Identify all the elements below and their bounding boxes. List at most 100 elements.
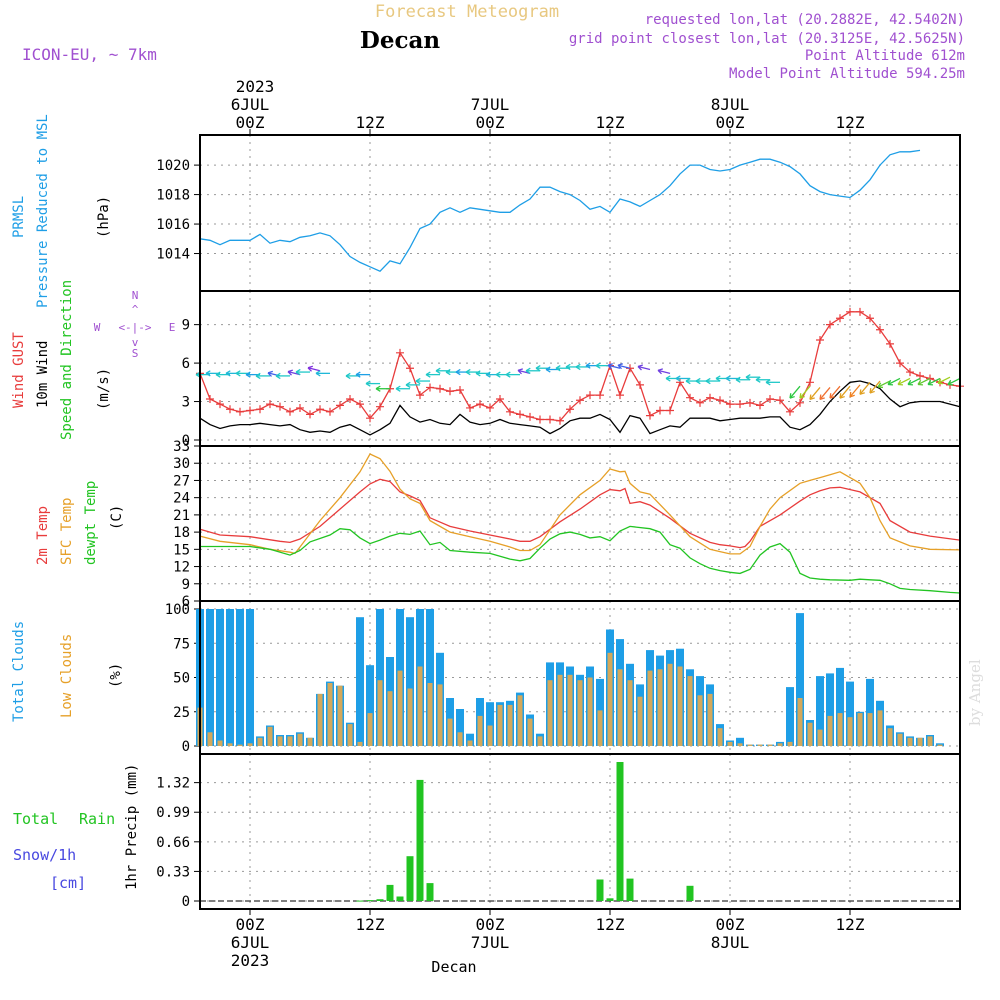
wind-arrow-head xyxy=(375,385,381,392)
pressure-ytick-label: 1014 xyxy=(156,247,190,263)
total-cloud-bar xyxy=(226,609,234,746)
wind-arrow-head xyxy=(849,391,855,398)
wind-arrow-head xyxy=(205,370,211,377)
low-cloud-bar xyxy=(567,674,573,746)
wind-gust-marker xyxy=(336,401,344,410)
total-cloud-bar xyxy=(866,678,874,746)
wind-arrow-head xyxy=(607,363,613,370)
low-cloud-bar xyxy=(777,743,783,746)
temperature-series-dewpt-temp xyxy=(200,525,961,594)
low-cloud-bar xyxy=(747,744,753,746)
wind-gust-marker xyxy=(716,396,724,405)
wind-arrow-head xyxy=(907,379,914,386)
compass-rose: N S W E <-|-> ^ v xyxy=(94,289,176,360)
wind-direction-arrow xyxy=(907,377,921,386)
wind-arrow-head xyxy=(799,393,805,399)
wind-direction-arrow xyxy=(637,365,651,371)
clouds-ytick-label: 0 xyxy=(182,739,190,755)
wind-gust-marker xyxy=(706,393,714,402)
low-cloud-bar xyxy=(357,741,363,746)
temp-label-unit: (C) xyxy=(109,505,125,530)
clouds-label-total: Total Clouds xyxy=(11,621,27,722)
top-hour-label: 12Z xyxy=(356,113,385,132)
wind-ytick-label: 3 xyxy=(182,395,190,411)
wind-direction-arrow xyxy=(829,385,841,399)
total-cloud-bar xyxy=(426,609,434,746)
total-cloud-bar xyxy=(366,665,374,746)
wind-ytick-label: 6 xyxy=(182,356,190,372)
wind-gust-marker xyxy=(876,325,884,334)
wind-arrow-head xyxy=(937,378,944,385)
low-cloud-bar xyxy=(317,693,323,746)
low-cloud-bar xyxy=(247,743,253,746)
wind-gust-marker xyxy=(366,414,374,423)
low-cloud-bar xyxy=(877,710,883,746)
total-cloud-bar xyxy=(206,609,214,746)
low-cloud-bar xyxy=(917,737,923,746)
requested-coordinates: requested lon,lat (20.2882E, 42.5402N) xyxy=(645,12,965,28)
rain-bar xyxy=(606,898,614,901)
forecast-title: Forecast Meteogram xyxy=(375,2,559,22)
low-cloud-bar xyxy=(477,715,483,746)
temperature-ytick-label: 15 xyxy=(173,542,190,558)
wind-gust-marker xyxy=(306,410,314,419)
wind-direction-arrow xyxy=(617,364,631,369)
temperature-ytick-label: 6 xyxy=(182,594,190,610)
low-cloud-bar xyxy=(617,669,623,746)
precip-label-snow: Snow/1h xyxy=(13,846,76,864)
low-cloud-bar xyxy=(277,736,283,746)
wind-gust-marker xyxy=(466,403,474,412)
wind-gust-marker xyxy=(766,394,774,403)
compass-down: v xyxy=(132,336,139,349)
wind-gust-marker xyxy=(486,403,494,412)
wind-gust-marker xyxy=(476,400,484,409)
rain-bar xyxy=(626,878,634,901)
wind-arrow-head xyxy=(555,365,561,372)
wind-arrow-head xyxy=(435,367,441,374)
wind-gust-marker xyxy=(376,402,384,411)
wind-direction-arrow xyxy=(307,367,321,372)
wind-gust-marker xyxy=(836,314,844,323)
bottom-hour-label: 12Z xyxy=(596,915,625,934)
wind-arrow-head xyxy=(695,377,701,385)
wind-arrow-head xyxy=(675,375,681,382)
wind-arrow-head xyxy=(267,370,273,377)
low-cloud-bar xyxy=(697,695,703,746)
low-cloud-bar xyxy=(887,728,893,746)
wind-arrow-head xyxy=(819,394,825,401)
precip-label-total: Total xyxy=(13,810,58,828)
wind-gust-marker xyxy=(316,405,324,414)
rain-bar xyxy=(686,885,694,901)
low-cloud-bar xyxy=(237,744,243,746)
rain-bar xyxy=(616,762,624,901)
wind-arrow-head xyxy=(565,363,571,371)
temperature-frame xyxy=(199,445,961,602)
low-cloud-bar xyxy=(687,676,693,746)
wind-gust-marker xyxy=(576,396,584,405)
wind-arrow-head xyxy=(665,375,671,382)
wind-gust-marker xyxy=(586,391,594,400)
clouds-ytick-label: 25 xyxy=(173,705,190,721)
total-cloud-bar xyxy=(216,609,224,746)
pressure-series-prmsl xyxy=(199,149,921,272)
low-cloud-bar xyxy=(287,736,293,746)
low-cloud-bar xyxy=(637,696,643,746)
credit-watermark: by Angel xyxy=(966,659,984,726)
temperature-ytick-label: 24 xyxy=(173,491,190,507)
wind-arrow-head xyxy=(235,370,241,377)
low-cloud-bar xyxy=(867,713,873,746)
wind-series-10m-wind xyxy=(199,380,961,436)
wind-arrow-head xyxy=(745,374,751,381)
total-cloud-bar xyxy=(456,709,464,746)
precip-ytick-label: 0.33 xyxy=(156,864,190,880)
bottom-hour-label: 00Z xyxy=(236,915,265,934)
wind-gust-marker xyxy=(276,402,284,411)
wind-direction-arrow xyxy=(917,377,931,386)
top-hour-label: 00Z xyxy=(476,113,505,132)
low-cloud-bar xyxy=(857,713,863,746)
total-cloud-bar xyxy=(816,676,824,746)
wind-gust-marker xyxy=(796,398,804,407)
wind-arrow-head xyxy=(829,393,835,399)
wind-gust-marker xyxy=(676,378,684,387)
